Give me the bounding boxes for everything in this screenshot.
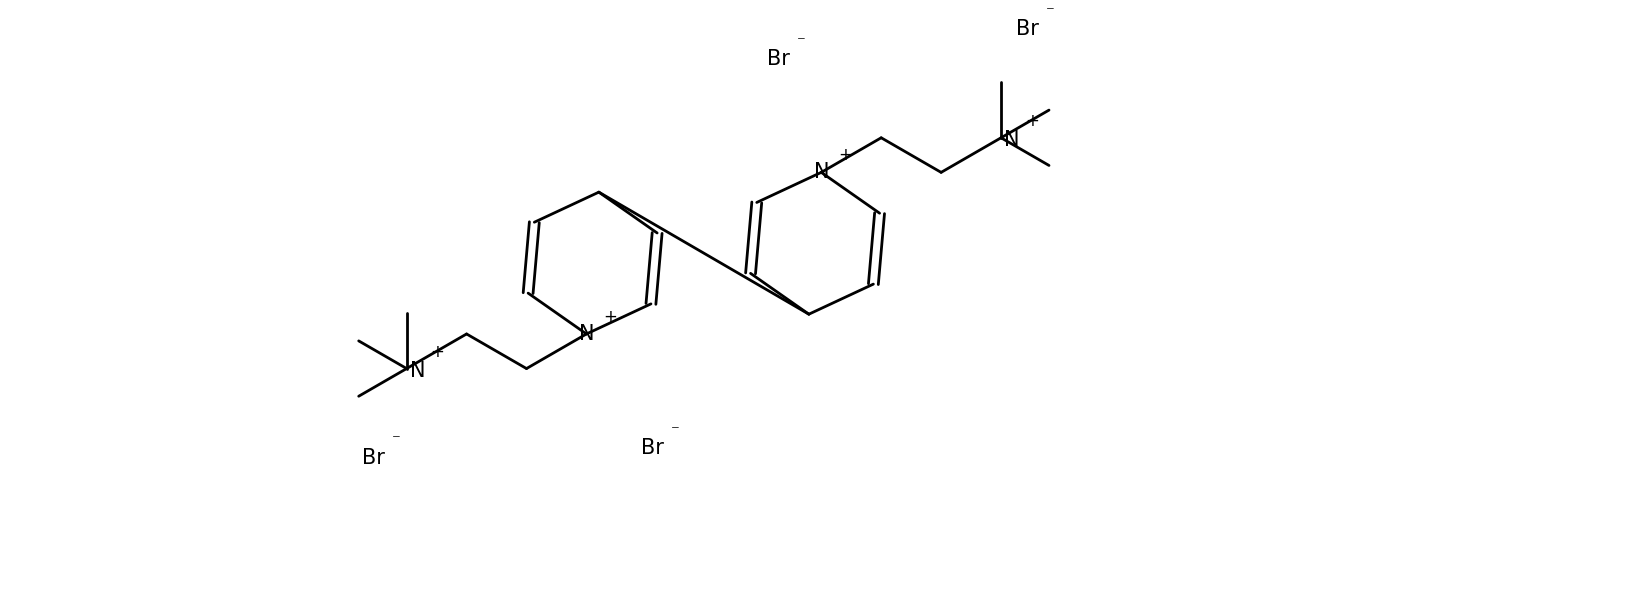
Text: Br: Br [767,49,790,69]
Text: +: + [1025,112,1039,130]
Text: +: + [837,147,852,165]
Text: ⁻: ⁻ [796,33,805,51]
Text: +: + [430,343,445,360]
Text: N: N [578,324,594,344]
Text: ⁻: ⁻ [392,432,401,449]
Text: N: N [813,162,829,182]
Text: ⁻: ⁻ [670,422,680,440]
Text: N: N [409,360,425,381]
Text: +: + [603,308,617,326]
Text: Br: Br [640,438,663,457]
Text: ⁻: ⁻ [1046,3,1054,21]
Text: N: N [1003,130,1020,150]
Text: Br: Br [1016,19,1039,39]
Text: Br: Br [363,448,384,467]
